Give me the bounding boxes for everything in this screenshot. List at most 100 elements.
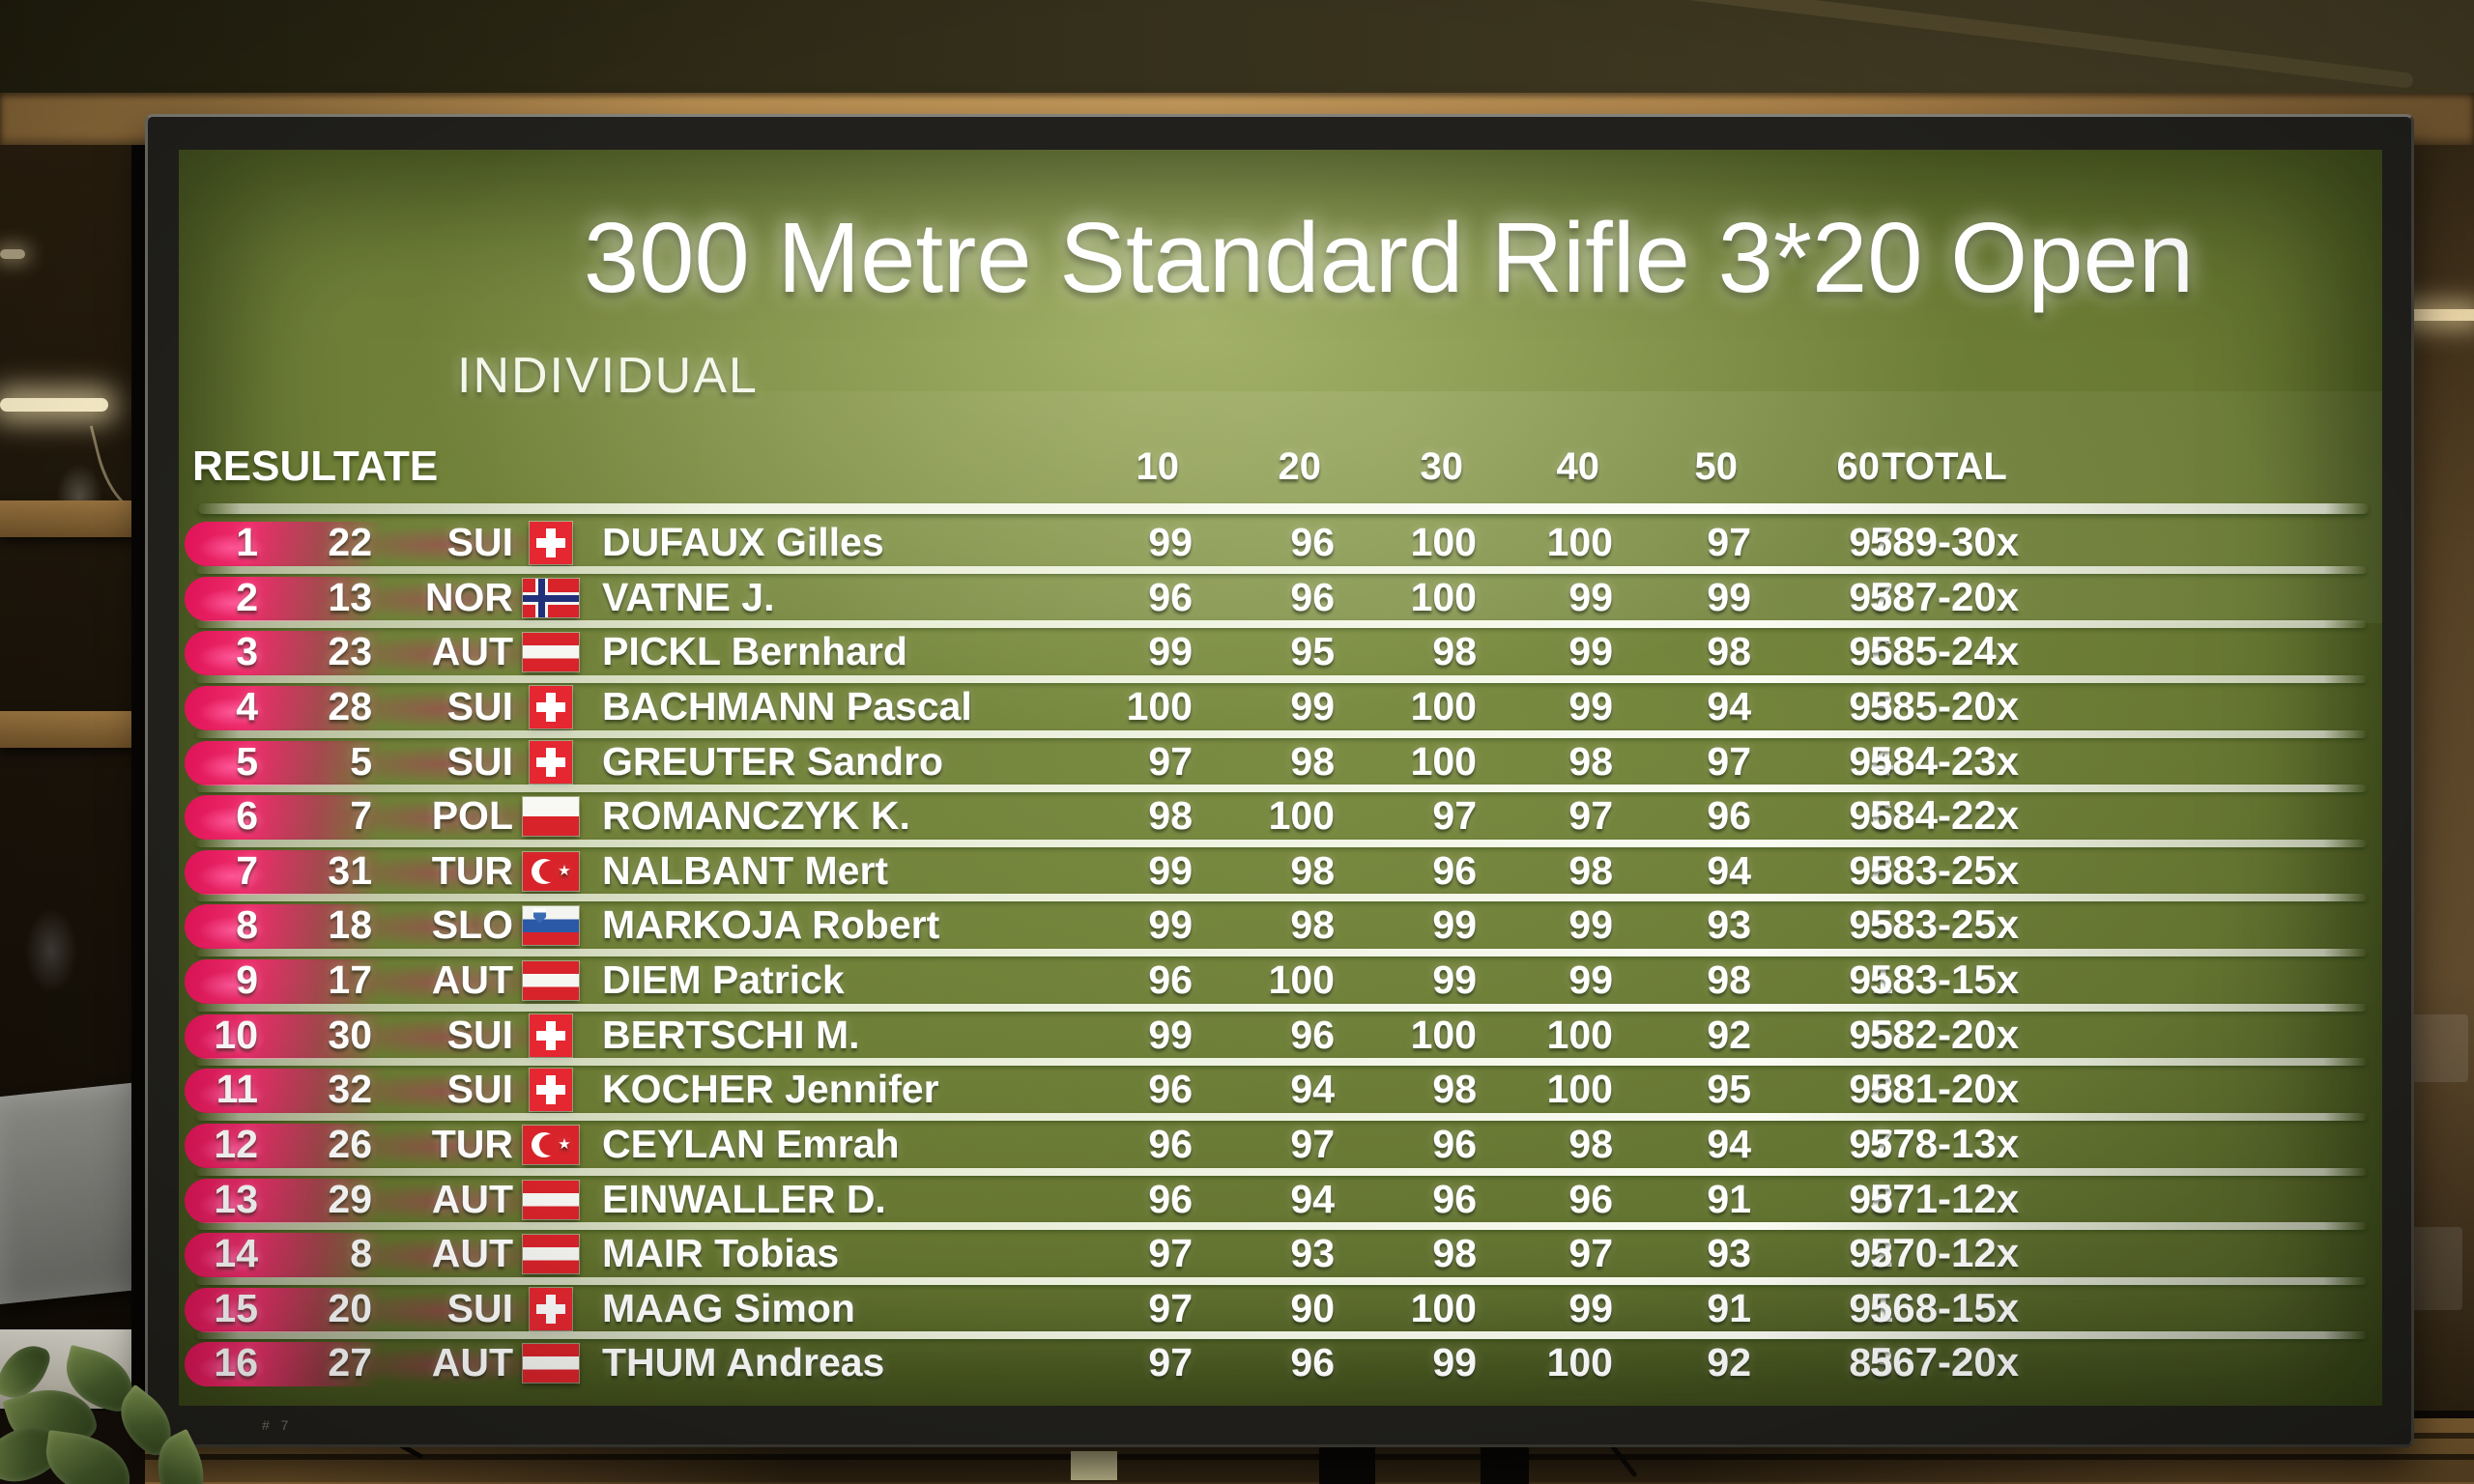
flag-aut-icon — [522, 960, 580, 1001]
total-score: 582-20x — [1869, 1011, 2020, 1057]
total-score: 589-30x — [1869, 519, 2020, 564]
table-header-row: RESULTATE 10 20 30 40 50 60 TOTAL — [179, 442, 2382, 492]
result-row: 10 30 SUI BERTSCHI M. 99 96 100 100 92 95 582-20x — [179, 1012, 2382, 1067]
total-score: 584-22x — [1869, 792, 2020, 839]
shooter-name: DIEM Patrick — [602, 957, 845, 1002]
series-score: 100 — [1410, 1285, 1477, 1330]
series-score: 98 — [1707, 629, 1751, 674]
series-score: 96 — [1432, 847, 1477, 893]
result-row: 3 23 AUT PICKL Bernhard 99 95 98 99 98 96 585-24x — [179, 628, 2382, 683]
series-score: 97 — [1849, 574, 1893, 619]
flag-box — [522, 1179, 580, 1220]
flag-sui-icon — [529, 684, 573, 729]
result-row: 5 5 SUI GREUTER Sandro 97 98 100 98 97 94 584-23x — [179, 738, 2382, 793]
result-row: 11 32 SUI KOCHER Jennifer 96 94 98 100 95 98 581-2… — [179, 1066, 2382, 1121]
series-score: 100 — [1410, 683, 1477, 728]
shooter-name: MAAG Simon — [602, 1285, 855, 1330]
series-score: 97 — [1568, 1231, 1613, 1276]
series-score: 97 — [1432, 793, 1477, 839]
total-score: 571-12x — [1869, 1175, 2020, 1221]
shooter-name: MAIR Tobias — [602, 1231, 840, 1276]
series-score: 96 — [1707, 793, 1751, 839]
series-score: 100 — [1410, 520, 1477, 564]
header-separator — [198, 503, 2369, 514]
nation-code: SUI — [446, 1067, 513, 1112]
result-row: 7 31 TUR ★ NALBANT Mert 99 98 96 98 94 98 583-25x — [179, 847, 2382, 902]
plant — [0, 1337, 271, 1484]
result-row: 15 20 SUI MAAG Simon 97 90 100 99 91 91 568-15x — [179, 1285, 2382, 1340]
result-row: 12 26 TUR ★ CEYLAN Emrah 96 97 96 98 94 97 578-13x — [179, 1121, 2382, 1176]
shooter-name: NALBANT Mert — [602, 847, 889, 893]
column-header-50: 50 — [1694, 445, 1739, 488]
result-row: 6 7 POL ROMANCZYK K. 98 100 97 97 96 96 584-22x — [179, 792, 2382, 847]
shooter-name: KOCHER Jennifer — [602, 1067, 939, 1112]
series-score: 83 — [1849, 1340, 1893, 1385]
result-row: 13 29 AUT EINWALLER D. 96 94 96 96 91 98 571-12x — [179, 1176, 2382, 1231]
total-score: 587-20x — [1869, 573, 2020, 619]
series-score: 90 — [1290, 1285, 1335, 1330]
series-score: 92 — [1849, 1231, 1893, 1276]
rank-value: 2 — [236, 574, 258, 619]
series-score: 96 — [1432, 1176, 1477, 1221]
nation-code: AUT — [431, 1231, 513, 1276]
series-score: 98 — [1568, 738, 1613, 784]
series-score: 100 — [1410, 738, 1477, 784]
series-score: 100 — [1546, 1340, 1613, 1385]
series-score: 99 — [1568, 574, 1613, 619]
trophy-glint — [25, 908, 77, 993]
bib-number: 31 — [328, 847, 372, 893]
flag-part — [539, 860, 561, 882]
flag-aut-icon — [522, 632, 580, 673]
column-header-total: TOTAL — [1882, 445, 2007, 488]
flag-part — [536, 1030, 565, 1041]
rank-value: 1 — [236, 520, 258, 564]
bib-number: 7 — [350, 793, 372, 839]
flag-part — [536, 1085, 565, 1096]
series-score: 95 — [1849, 902, 1893, 948]
yellow-note — [1071, 1451, 1117, 1480]
total-score: 581-20x — [1869, 1066, 2020, 1112]
series-score: 99 — [1707, 574, 1751, 619]
flag-part: ★ — [558, 862, 571, 879]
result-row: 8 18 SLO MARKOJA Robert 99 98 99 99 93 95 583-25x — [179, 901, 2382, 956]
series-score: 95 — [1849, 1012, 1893, 1057]
series-score: 98 — [1849, 1067, 1893, 1112]
rank-value: 5 — [236, 738, 258, 784]
total-score: 585-24x — [1869, 628, 2020, 674]
flag-box — [523, 1068, 579, 1113]
series-score: 95 — [1707, 1067, 1751, 1112]
series-score: 97 — [1849, 1121, 1893, 1166]
rank-value: 15 — [214, 1285, 258, 1330]
column-header-40: 40 — [1556, 445, 1600, 488]
flag-part — [536, 1303, 565, 1314]
shooter-name: EINWALLER D. — [602, 1176, 886, 1221]
flag-nor-icon — [522, 577, 580, 618]
series-score: 100 — [1410, 574, 1477, 619]
flag-part — [536, 538, 565, 548]
series-score: 100 — [1126, 683, 1193, 728]
flag-box — [522, 796, 580, 838]
rank-value: 9 — [236, 957, 258, 1002]
flag-box — [523, 684, 579, 729]
scoreboard-screen: 300 Metre Standard Rifle 3*20 Open INDIV… — [179, 150, 2382, 1406]
flag-pol-icon — [522, 796, 580, 838]
bib-number: 13 — [328, 574, 372, 619]
flag-part — [536, 756, 565, 767]
flag-box: ★ — [522, 850, 580, 892]
nation-code: TUR — [431, 847, 513, 893]
series-score: 99 — [1568, 1285, 1613, 1330]
flag-aut-icon — [522, 1234, 580, 1275]
total-score: 570-12x — [1869, 1230, 2020, 1276]
series-score: 94 — [1707, 1121, 1751, 1166]
series-score: 99 — [1148, 847, 1193, 893]
tv-display: 300 Metre Standard Rifle 3*20 Open INDIV… — [145, 114, 2414, 1447]
series-score: 100 — [1410, 1012, 1477, 1057]
nation-code: SLO — [431, 902, 513, 948]
series-score: 96 — [1849, 629, 1893, 674]
nation-code: TUR — [431, 1121, 513, 1166]
rank-highlight-pill — [185, 740, 561, 785]
bib-number: 32 — [328, 1067, 372, 1112]
series-score: 99 — [1568, 957, 1613, 1002]
bib-number: 29 — [328, 1176, 372, 1221]
